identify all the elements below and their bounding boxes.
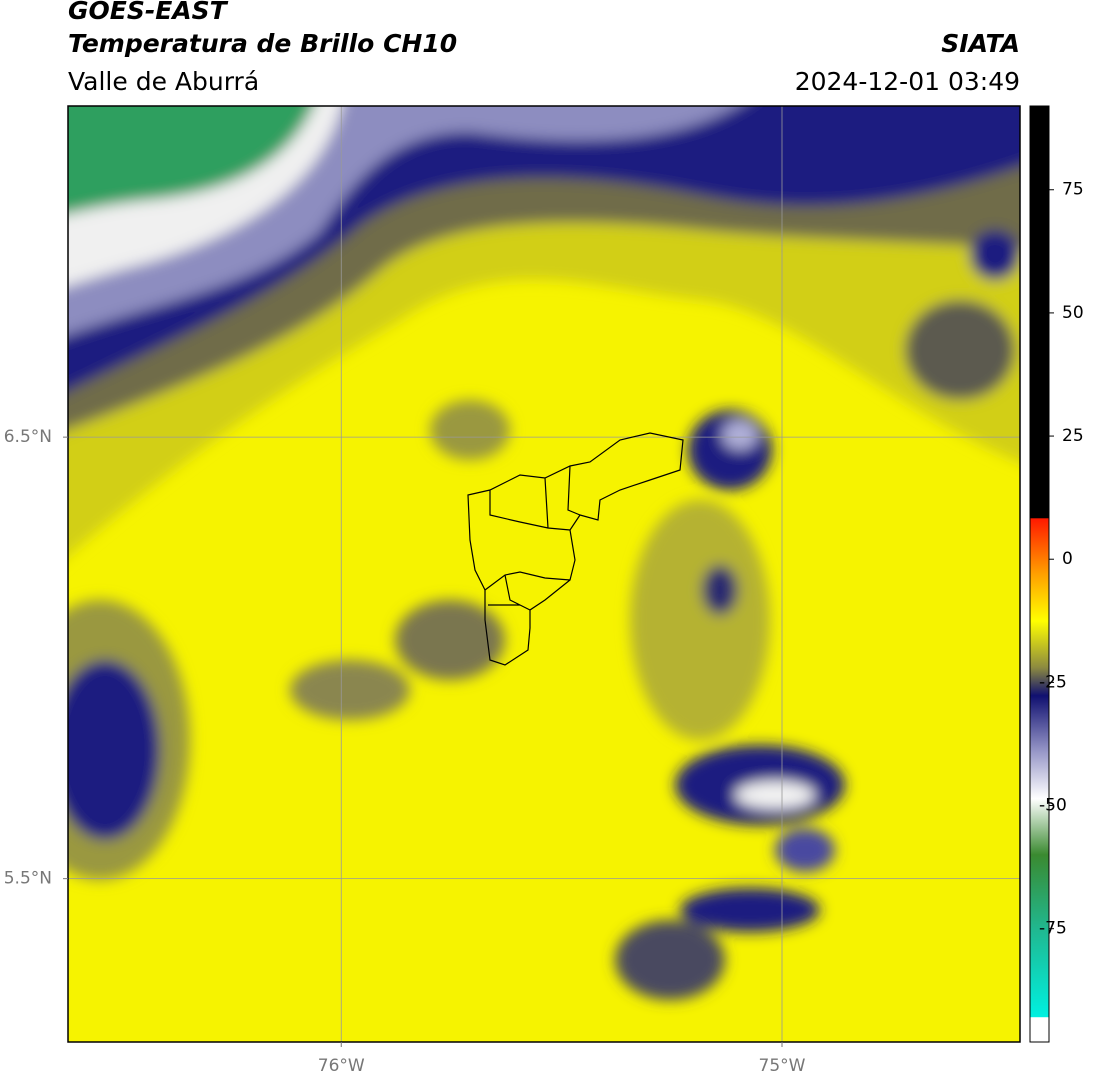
subtitle: Valle de Aburrá [68,67,259,96]
valley-boundaries [467,432,684,666]
x-tick-label: 76°W [318,1056,365,1076]
colorbar-tick-label: -25 [1039,672,1067,692]
cloud-field [688,410,772,490]
cloud-field [615,920,725,1000]
colorbar-tick-label: 25 [1062,426,1084,446]
cloud-field [68,660,160,840]
y-tick-label: 5.5°N [4,869,52,889]
datetime: 2024-12-01 03:49 [795,67,1020,96]
cloud-field [430,400,510,460]
colorbar-tick-label: 0 [1062,549,1073,569]
cloud-field [702,565,738,615]
y-tick-label: 6.5°N [4,427,52,447]
cloud-field [775,828,835,872]
map-frame [67,105,1021,1043]
cloud-field [905,300,1015,400]
cloud-field [722,420,758,450]
cloud-field [680,888,820,932]
cloud-field [68,106,314,214]
cloud-field [735,781,815,809]
colorbar-tick-label: -50 [1039,796,1067,816]
cloud-field [970,230,1020,280]
colorbar-tick-label: 50 [1062,303,1084,323]
agency: SIATA [941,29,1020,58]
x-tick-label: 75°W [759,1056,806,1076]
cloud-field [290,660,410,720]
colorbar [1029,105,1050,1043]
colorbar-tick-label: 75 [1062,180,1084,200]
satellite-image [68,106,1020,1042]
cloud-field [395,600,505,680]
chart-title: Temperatura de Brillo CH10 [68,29,457,58]
axis-labels: 76°W 75°W 6.5°N 5.5°N 75 50 25 0 -25 -50 -75 [4,180,1084,1076]
gridlines [68,106,1020,1042]
source-title: GOES-EAST [68,0,229,25]
cloud-field [630,500,770,740]
colorbar-tick-label: -75 [1039,919,1067,939]
